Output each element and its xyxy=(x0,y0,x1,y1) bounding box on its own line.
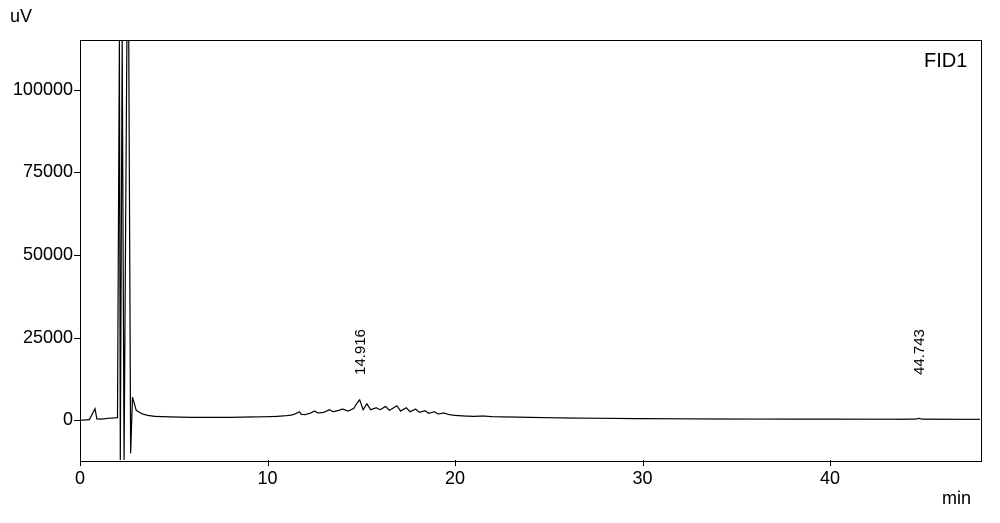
x-axis-unit: min xyxy=(942,488,971,509)
chromatogram-trace xyxy=(80,40,980,460)
x-tick-mark xyxy=(268,460,269,466)
y-tick-label: 0 xyxy=(8,409,73,430)
y-tick-label: 100000 xyxy=(8,79,73,100)
y-tick-label: 50000 xyxy=(8,244,73,265)
peak-label: 44.743 xyxy=(911,315,928,375)
y-tick-label: 75000 xyxy=(8,161,73,182)
chart-container: uV FID1 min 0250005000075000100000010203… xyxy=(0,0,1000,523)
x-tick-label: 10 xyxy=(248,468,288,489)
y-axis-unit: uV xyxy=(10,6,32,27)
x-tick-label: 20 xyxy=(435,468,475,489)
x-tick-mark xyxy=(80,460,81,466)
peak-label: 14.916 xyxy=(352,315,369,375)
x-tick-label: 30 xyxy=(623,468,663,489)
y-tick-label: 25000 xyxy=(8,327,73,348)
x-tick-label: 40 xyxy=(810,468,850,489)
x-tick-label: 0 xyxy=(60,468,100,489)
x-tick-mark xyxy=(830,460,831,466)
x-tick-mark xyxy=(455,460,456,466)
x-tick-mark xyxy=(643,460,644,466)
